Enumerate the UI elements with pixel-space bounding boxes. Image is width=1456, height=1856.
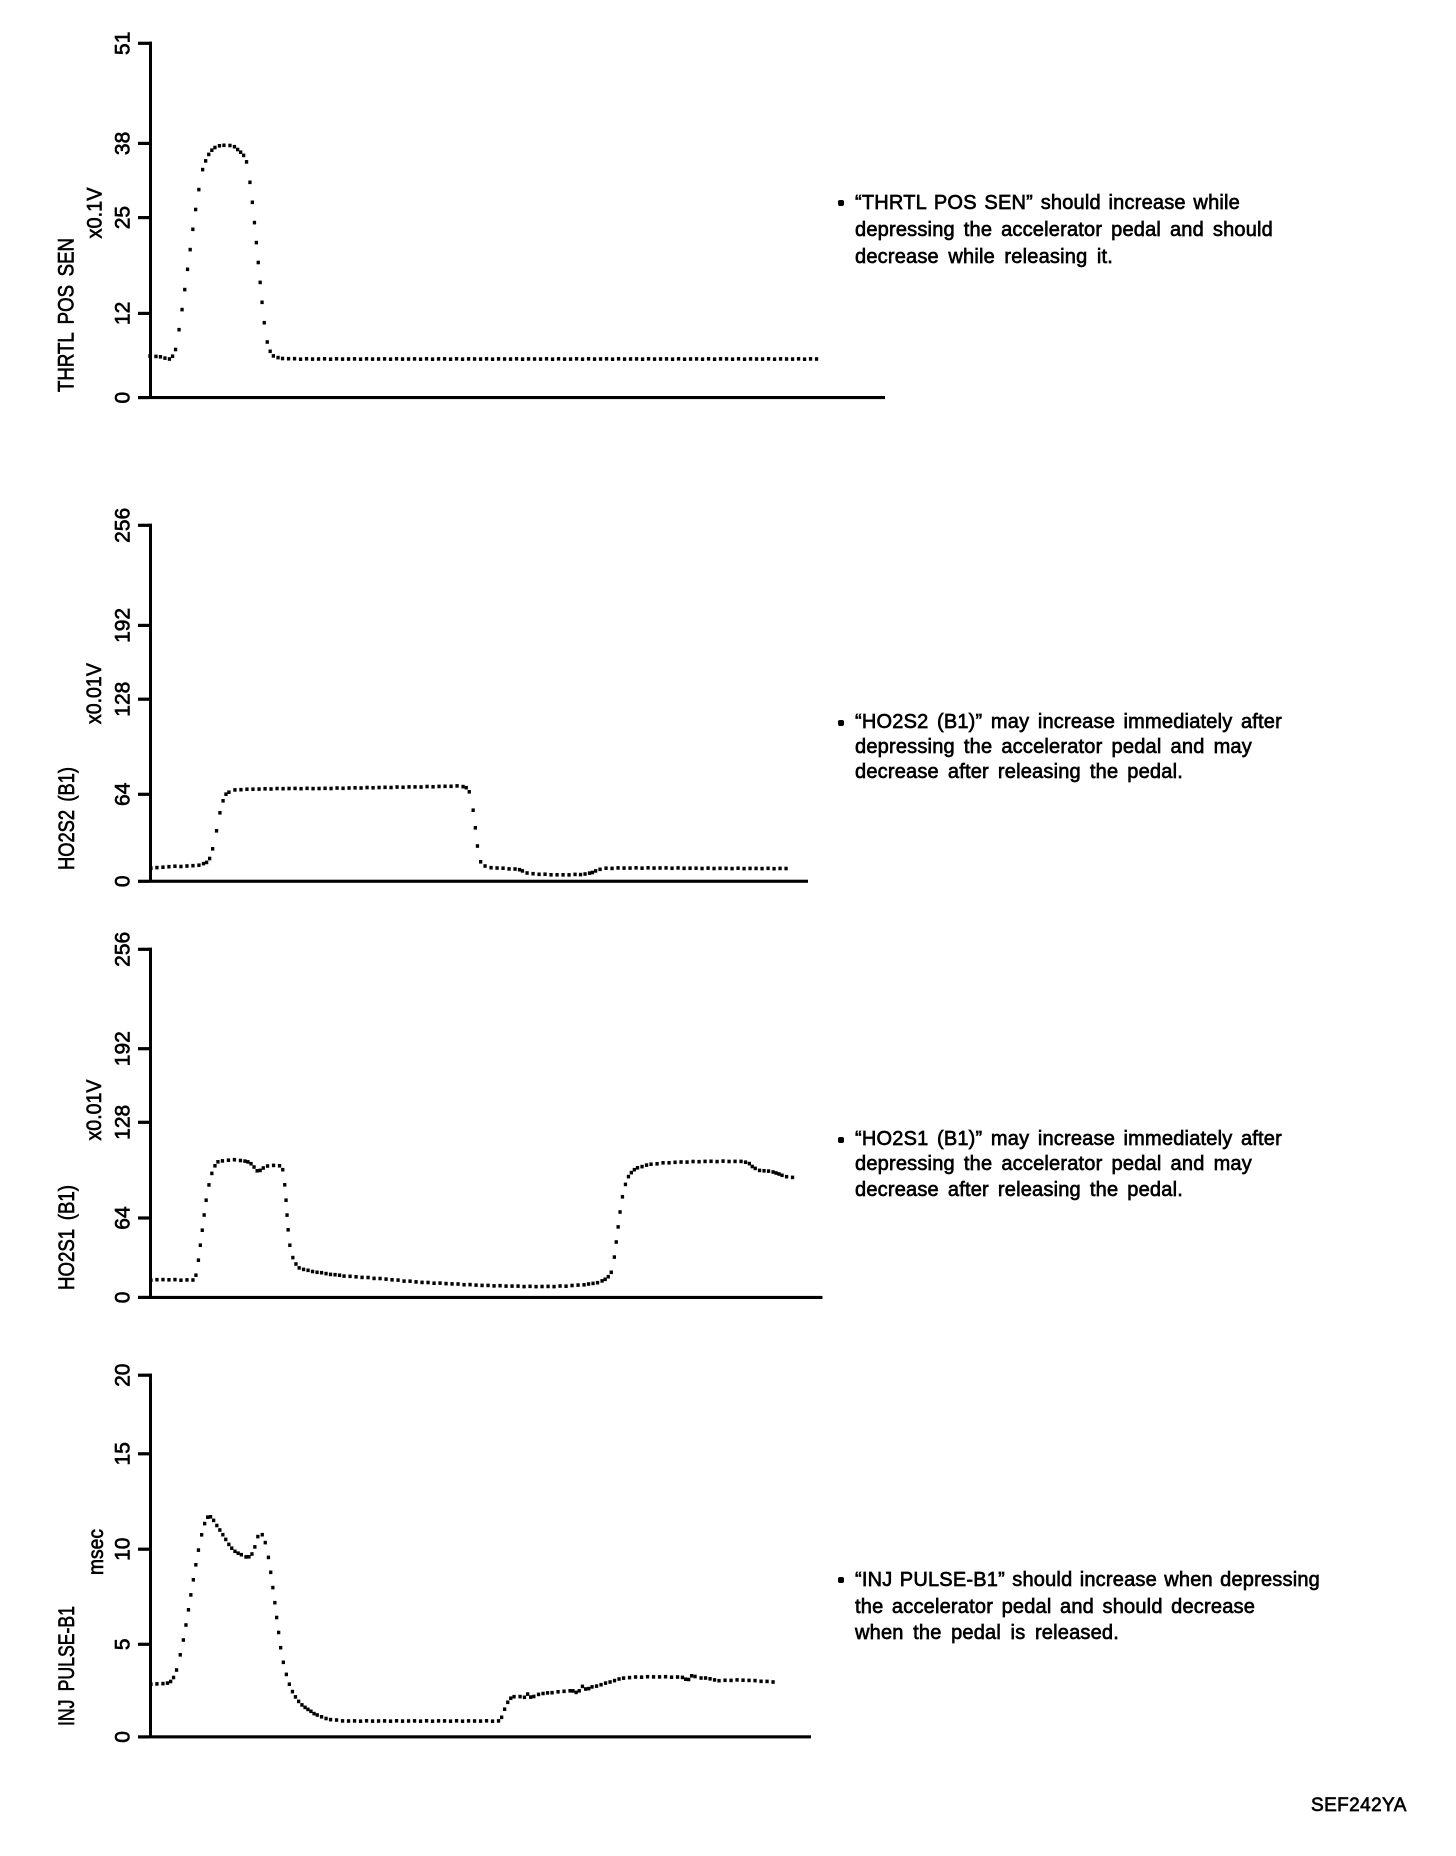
svg-text:25: 25: [112, 206, 135, 229]
svg-text:128: 128: [112, 682, 135, 717]
svg-text:msec: msec: [85, 1529, 108, 1575]
svg-text:192: 192: [112, 608, 135, 643]
svg-text:0: 0: [112, 1292, 135, 1304]
svg-text:12: 12: [112, 302, 135, 325]
svg-text:128: 128: [112, 1105, 135, 1140]
svg-text:0: 0: [112, 1731, 135, 1743]
svg-text:192: 192: [112, 1031, 135, 1066]
svg-text:x0.01V: x0.01V: [83, 1080, 106, 1141]
svg-text:38: 38: [112, 132, 135, 155]
svg-text:20: 20: [112, 1364, 135, 1387]
svg-text:0: 0: [112, 392, 135, 404]
svg-text:15: 15: [112, 1442, 135, 1465]
svg-text:5: 5: [112, 1638, 135, 1650]
svg-text:64: 64: [112, 1206, 135, 1230]
svg-text:HO2S1 (B1): HO2S1 (B1): [54, 1185, 79, 1290]
svg-text:64: 64: [112, 782, 135, 806]
svg-text:256: 256: [112, 508, 135, 543]
svg-text:x0.1V: x0.1V: [84, 188, 107, 239]
svg-text:HO2S2 (B1): HO2S2 (B1): [54, 767, 79, 870]
svg-text:0: 0: [112, 875, 135, 887]
svg-text:10: 10: [112, 1538, 135, 1561]
svg-text:INJ PULSE-B1: INJ PULSE-B1: [54, 1606, 79, 1726]
svg-text:x0.01V: x0.01V: [83, 663, 106, 724]
svg-text:THRTL POS SEN: THRTL POS SEN: [54, 238, 79, 392]
svg-text:51: 51: [112, 32, 135, 55]
svg-text:256: 256: [112, 932, 135, 967]
